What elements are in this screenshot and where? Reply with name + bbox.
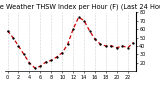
Text: Milwaukee Weather THSW Index per Hour (F) (Last 24 Hours): Milwaukee Weather THSW Index per Hour (F… <box>0 3 160 10</box>
